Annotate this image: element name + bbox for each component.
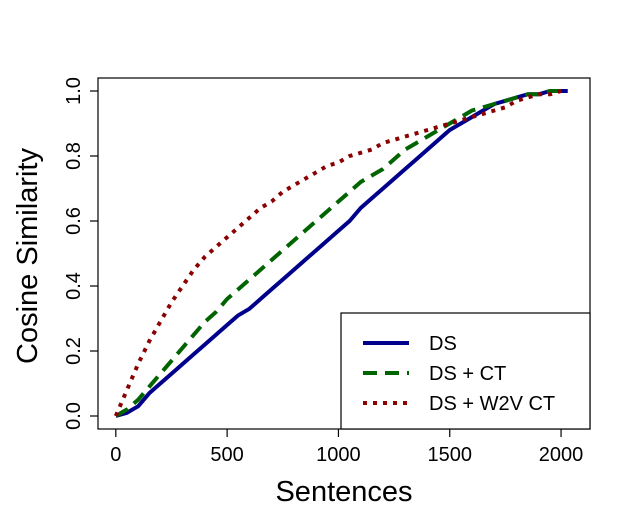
x-tick-label: 1000	[316, 444, 361, 466]
legend: DS DS + CT DS + W2V CT	[340, 312, 591, 430]
x-tick-label: 0	[110, 444, 121, 466]
y-tick-label: 0.0	[63, 402, 85, 430]
legend-label: DS + W2V CT	[429, 393, 555, 415]
y-tick-label: 1.0	[63, 77, 85, 105]
x-axis-title: Sentences	[275, 476, 412, 508]
x-tick-label: 2000	[539, 444, 584, 466]
plot-area	[113, 89, 568, 418]
legend-box	[340, 312, 591, 430]
legend-label: DS	[429, 333, 457, 355]
x-tick-label: 500	[210, 444, 243, 466]
series-line	[113, 89, 568, 417]
x-tick-label: 1500	[427, 444, 472, 466]
y-axis-title: Cosine Similarity	[12, 148, 44, 364]
axes: 0 500 1000 1500 2000 0.0 0.2 0.4 0.6 0.8 1.0	[63, 77, 591, 466]
y-tick-label: 0.8	[63, 142, 85, 170]
y-tick-label: 0.4	[63, 272, 85, 300]
series-line	[114, 89, 568, 418]
y-tick-label: 0.6	[63, 207, 85, 235]
legend-label: DS + CT	[429, 363, 506, 385]
y-tick-label: 0.2	[63, 337, 85, 365]
